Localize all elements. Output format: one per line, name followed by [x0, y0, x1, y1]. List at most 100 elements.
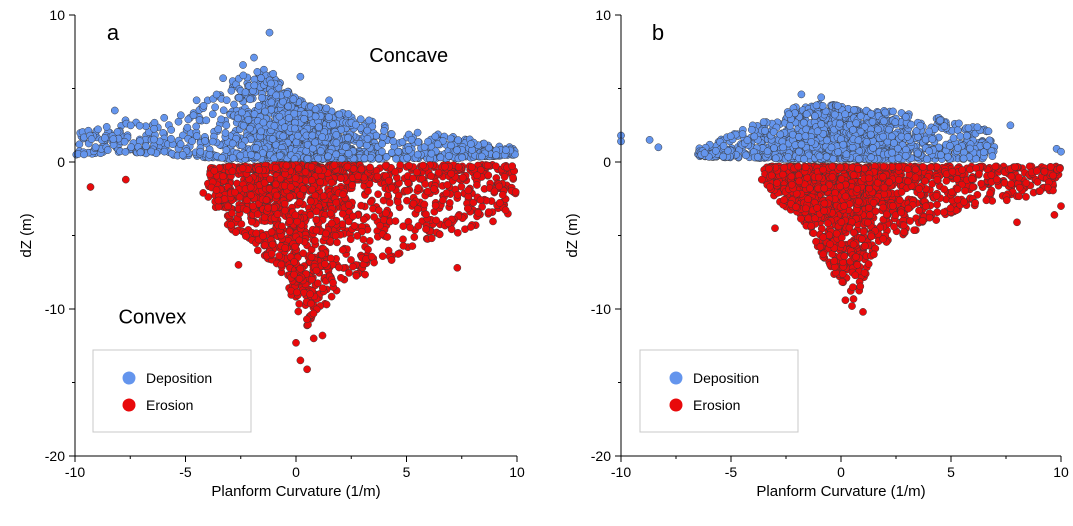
point — [307, 291, 314, 298]
point — [264, 204, 271, 211]
point — [219, 154, 226, 161]
point — [414, 129, 421, 136]
point — [258, 128, 265, 135]
point — [337, 175, 344, 182]
point — [764, 148, 771, 155]
point — [271, 122, 278, 129]
y-tick-label: -20 — [45, 448, 65, 464]
point — [326, 97, 333, 104]
point — [874, 126, 881, 133]
point — [455, 137, 462, 144]
point — [248, 218, 255, 225]
point — [433, 217, 440, 224]
point — [403, 197, 410, 204]
point — [459, 174, 466, 181]
point — [453, 147, 460, 154]
point — [249, 203, 256, 210]
point — [332, 232, 339, 239]
point — [941, 123, 948, 130]
point — [248, 151, 255, 158]
point — [255, 102, 262, 109]
point — [364, 246, 371, 253]
point — [413, 169, 420, 176]
point — [485, 172, 492, 179]
point — [296, 275, 303, 282]
x-tick-label: -10 — [65, 464, 85, 480]
point — [356, 140, 363, 147]
point — [770, 128, 777, 135]
point — [428, 150, 435, 157]
point — [291, 258, 298, 265]
series-erosion — [87, 161, 519, 373]
point — [253, 230, 260, 237]
point — [310, 335, 317, 342]
point — [333, 239, 340, 246]
point — [197, 148, 204, 155]
data-points — [617, 91, 1064, 316]
point — [243, 206, 250, 213]
point — [422, 226, 429, 233]
point — [922, 136, 929, 143]
point — [393, 155, 400, 162]
point — [744, 137, 751, 144]
point — [209, 138, 216, 145]
point — [255, 166, 262, 173]
point — [427, 173, 434, 180]
point — [308, 177, 315, 184]
point — [285, 103, 292, 110]
point — [868, 110, 875, 117]
point — [267, 176, 274, 183]
point — [404, 154, 411, 161]
point — [917, 122, 924, 129]
point — [309, 186, 316, 193]
point — [238, 142, 245, 149]
point — [855, 137, 862, 144]
point — [292, 339, 299, 346]
point — [228, 87, 235, 94]
point — [739, 131, 746, 138]
point — [795, 133, 802, 140]
point — [390, 138, 397, 145]
point — [946, 142, 953, 149]
point — [269, 135, 276, 142]
point — [328, 220, 335, 227]
point — [835, 149, 842, 156]
point — [303, 316, 310, 323]
point — [432, 202, 439, 209]
point — [333, 199, 340, 206]
point — [843, 151, 850, 158]
point — [273, 192, 280, 199]
point — [646, 136, 653, 143]
point — [850, 106, 857, 113]
point — [220, 75, 227, 82]
point — [239, 165, 246, 172]
point — [253, 144, 260, 151]
point — [880, 133, 887, 140]
point — [270, 70, 277, 77]
point — [467, 140, 474, 147]
point — [292, 175, 299, 182]
point — [798, 141, 805, 148]
point — [889, 108, 896, 115]
point — [349, 263, 356, 270]
point — [344, 163, 351, 170]
point — [333, 139, 340, 146]
point — [785, 153, 792, 160]
point — [915, 207, 922, 214]
series-deposition — [617, 91, 1064, 163]
point — [512, 188, 519, 195]
point — [286, 193, 293, 200]
point — [509, 174, 516, 181]
point — [268, 99, 275, 106]
point — [301, 115, 308, 122]
point — [818, 94, 825, 101]
point — [491, 188, 498, 195]
x-tick-label: -5 — [179, 464, 192, 480]
point — [414, 151, 421, 158]
point — [509, 163, 516, 170]
point — [323, 301, 330, 308]
point — [293, 139, 300, 146]
x-tick-label: 10 — [509, 464, 525, 480]
